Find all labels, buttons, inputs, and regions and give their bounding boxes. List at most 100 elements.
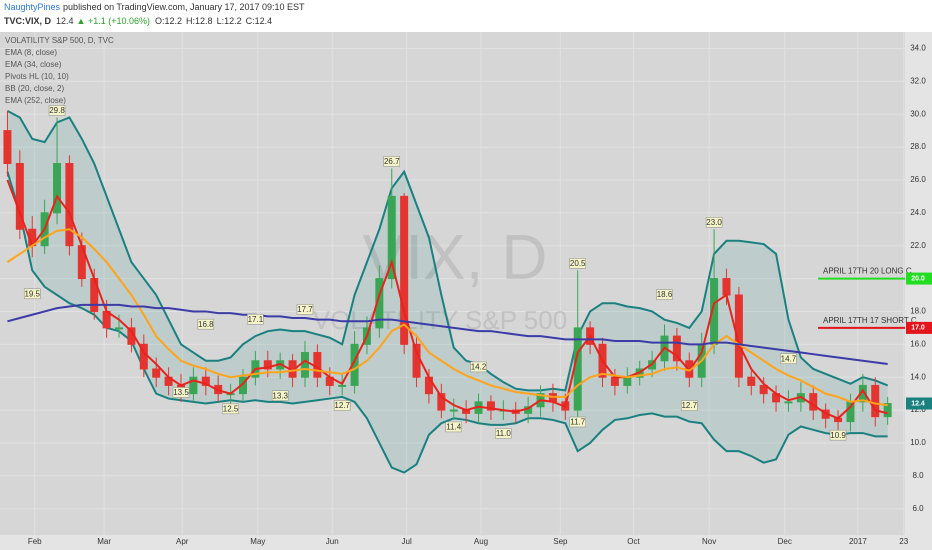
candle-body <box>115 327 124 330</box>
pivot-label: 18.6 <box>657 290 673 299</box>
author[interactable]: NaughtyPines <box>4 2 61 12</box>
pivot-box <box>383 156 401 167</box>
candle-body <box>387 195 396 280</box>
candle-body <box>437 393 446 411</box>
indicator-line <box>7 303 888 366</box>
level-tag-label: 17.0 <box>911 325 925 332</box>
band-fill <box>7 110 888 473</box>
pivot-box <box>681 400 698 411</box>
x-tick-label: Mar <box>97 537 111 546</box>
pivot-box <box>271 390 289 401</box>
pivot-label: 10.9 <box>830 431 846 440</box>
candle-body <box>747 376 756 386</box>
pivot-box <box>48 105 66 116</box>
x-tick-label: Jun <box>326 537 339 546</box>
candle-body <box>871 384 880 418</box>
pivot-label: 16.8 <box>198 320 214 329</box>
pivot-label: 14.7 <box>781 354 797 363</box>
legend-entry: BB (20, close, 2) <box>5 84 64 93</box>
y-tick-label: 24.0 <box>910 208 926 217</box>
candle-body <box>65 163 74 247</box>
candle-body <box>400 195 409 345</box>
band-line <box>6 110 889 392</box>
candle-body <box>350 343 359 386</box>
pivot-label: 12.7 <box>681 401 697 410</box>
candle-body <box>722 278 731 296</box>
candle-body <box>610 376 619 386</box>
header-line: NaughtyPines published on TradingView.com… <box>4 2 305 12</box>
legend-entry: Pivots HL (10, 10) <box>5 72 69 81</box>
symbol: TVC:VIX, D <box>4 16 52 26</box>
pivot-box <box>296 304 314 315</box>
pivot-label: 17.7 <box>297 305 313 314</box>
level-label: APRIL 17TH 17 SHORT C <box>823 316 917 325</box>
candle-body <box>263 360 272 370</box>
level-tag <box>906 321 932 334</box>
candle-body <box>449 409 458 412</box>
low: L:12.2 <box>217 16 242 26</box>
pivot-box <box>172 387 190 398</box>
x-tick-label: 23 <box>899 537 908 546</box>
plot-area <box>0 32 905 535</box>
candle-body <box>3 130 12 165</box>
legend-title: VOLATILITY S&P 500, D, TVC <box>5 36 114 45</box>
y-tick-label: 30.0 <box>910 109 926 118</box>
y-tick-label: 28.0 <box>910 142 926 151</box>
close: C:12.4 <box>246 16 273 26</box>
candle-body <box>338 384 347 387</box>
pivot-label: 29.8 <box>49 106 65 115</box>
x-tick-label: Apr <box>176 537 189 546</box>
watermark: VOLATILITY S&P 500 <box>313 305 567 335</box>
pivot-box <box>470 361 487 373</box>
pivot-box <box>569 258 586 269</box>
pivot-box <box>333 400 351 411</box>
legend-entry: EMA (8, close) <box>5 48 57 57</box>
x-tick-label: Nov <box>702 537 716 546</box>
legend-entry: EMA (34, close) <box>5 60 62 69</box>
pivot-box <box>829 429 847 441</box>
open: O:12.2 <box>155 16 182 26</box>
price-axis <box>905 32 932 550</box>
candle-body <box>53 163 62 214</box>
pivot-box <box>569 416 586 428</box>
candle-body <box>15 163 24 230</box>
y-tick-label: 16.0 <box>910 339 926 348</box>
legend-entry: EMA (252, close) <box>5 96 66 105</box>
pivot-box <box>495 428 512 439</box>
y-tick-label: 8.0 <box>912 471 924 480</box>
last-price-label: 12.4 <box>911 400 925 407</box>
indicator-line <box>6 179 888 420</box>
pivot-label: 13.3 <box>272 391 288 400</box>
candle-body <box>734 294 743 378</box>
y-tick-label: 32.0 <box>910 76 926 85</box>
pivot-label: 12.5 <box>223 404 239 413</box>
pivot-label: 19.5 <box>24 289 40 298</box>
pivot-box <box>445 421 462 433</box>
candle-body <box>189 376 198 395</box>
pivot-label: 11.4 <box>446 423 462 432</box>
pivot-box <box>23 288 41 300</box>
y-tick-label: 26.0 <box>910 175 926 184</box>
y-tick-label: 6.0 <box>912 504 924 513</box>
pivot-label: 12.7 <box>334 401 350 410</box>
pivot-label: 11.7 <box>570 418 586 427</box>
x-tick-label: Oct <box>627 537 640 546</box>
y-tick-label: 14.0 <box>910 372 926 381</box>
pivot-box <box>705 217 723 228</box>
indicator-line <box>6 228 888 407</box>
pivot-box <box>780 353 797 364</box>
last: 12.4 <box>56 16 74 26</box>
x-tick-label: Jul <box>402 537 412 546</box>
candle-body <box>313 352 322 378</box>
candle-body <box>784 401 793 404</box>
band-line <box>6 171 888 474</box>
high: H:12.8 <box>186 16 213 26</box>
pivot-box <box>247 313 264 325</box>
pivot-label: 17.1 <box>248 315 264 324</box>
level-label: APRIL 17TH 20 LONG C <box>823 267 912 276</box>
symbol-line: TVC:VIX, D 12.4 ▲ +1.1 (+10.06%) O:12.2 H:12… <box>4 16 272 26</box>
change: ▲ +1.1 (+10.06%) <box>77 16 150 26</box>
candle-body <box>300 352 309 378</box>
candle-body <box>672 335 681 362</box>
y-tick-label: 12.0 <box>910 405 926 414</box>
